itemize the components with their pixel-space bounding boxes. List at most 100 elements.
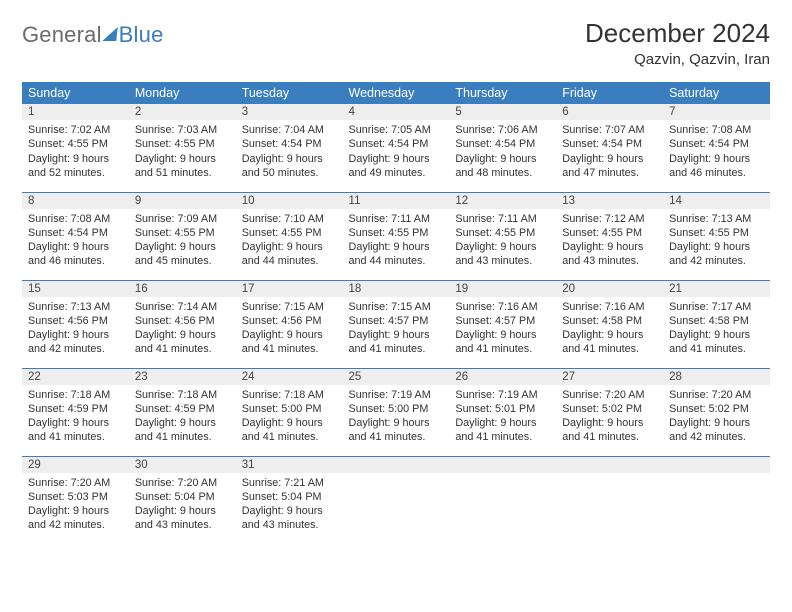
sunrise-line: Sunrise: 7:20 AM [669,388,764,402]
calendar-week-row: 29Sunrise: 7:20 AMSunset: 5:03 PMDayligh… [22,456,770,544]
day-details: Sunrise: 7:20 AMSunset: 5:02 PMDaylight:… [663,385,770,449]
sunrise-line: Sunrise: 7:19 AM [349,388,444,402]
day-number: 6 [556,104,663,120]
day-details: Sunrise: 7:18 AMSunset: 4:59 PMDaylight:… [129,385,236,449]
daylight-line: Daylight: 9 hours and 50 minutes. [242,152,337,181]
sunset-line: Sunset: 4:54 PM [349,137,444,151]
daylight-line: Daylight: 9 hours and 43 minutes. [562,240,657,269]
sunset-line: Sunset: 5:00 PM [242,402,337,416]
daylight-line: Daylight: 9 hours and 41 minutes. [455,328,550,357]
day-number: 25 [343,369,450,385]
daylight-line: Daylight: 9 hours and 41 minutes. [135,416,230,445]
sunrise-line: Sunrise: 7:11 AM [455,212,550,226]
day-details: Sunrise: 7:15 AMSunset: 4:56 PMDaylight:… [236,297,343,361]
sunset-line: Sunset: 4:57 PM [455,314,550,328]
weekday-header: Monday [129,82,236,104]
day-details: Sunrise: 7:10 AMSunset: 4:55 PMDaylight:… [236,209,343,273]
day-number [343,457,450,473]
day-details: Sunrise: 7:12 AMSunset: 4:55 PMDaylight:… [556,209,663,273]
day-number: 20 [556,281,663,297]
sunrise-line: Sunrise: 7:16 AM [562,300,657,314]
daylight-line: Daylight: 9 hours and 43 minutes. [455,240,550,269]
daylight-line: Daylight: 9 hours and 47 minutes. [562,152,657,181]
weekday-header: Sunday [22,82,129,104]
sunset-line: Sunset: 4:55 PM [349,226,444,240]
sunrise-line: Sunrise: 7:10 AM [242,212,337,226]
day-details: Sunrise: 7:18 AMSunset: 5:00 PMDaylight:… [236,385,343,449]
calendar-day-cell: 19Sunrise: 7:16 AMSunset: 4:57 PMDayligh… [449,280,556,368]
calendar-day-cell: 24Sunrise: 7:18 AMSunset: 5:00 PMDayligh… [236,368,343,456]
calendar-day-cell: 12Sunrise: 7:11 AMSunset: 4:55 PMDayligh… [449,192,556,280]
calendar-day-cell: 10Sunrise: 7:10 AMSunset: 4:55 PMDayligh… [236,192,343,280]
sunrise-line: Sunrise: 7:18 AM [242,388,337,402]
calendar-day-cell: 9Sunrise: 7:09 AMSunset: 4:55 PMDaylight… [129,192,236,280]
sunrise-line: Sunrise: 7:08 AM [669,123,764,137]
sunrise-line: Sunrise: 7:07 AM [562,123,657,137]
calendar-day-cell: 20Sunrise: 7:16 AMSunset: 4:58 PMDayligh… [556,280,663,368]
day-number: 3 [236,104,343,120]
sunrise-line: Sunrise: 7:13 AM [28,300,123,314]
sunrise-line: Sunrise: 7:02 AM [28,123,123,137]
daylight-line: Daylight: 9 hours and 42 minutes. [669,240,764,269]
daylight-line: Daylight: 9 hours and 42 minutes. [28,504,123,533]
calendar-day-cell: 4Sunrise: 7:05 AMSunset: 4:54 PMDaylight… [343,104,450,192]
calendar-day-cell: 5Sunrise: 7:06 AMSunset: 4:54 PMDaylight… [449,104,556,192]
day-details [663,473,770,480]
calendar-day-cell: 22Sunrise: 7:18 AMSunset: 4:59 PMDayligh… [22,368,129,456]
calendar-day-cell: 26Sunrise: 7:19 AMSunset: 5:01 PMDayligh… [449,368,556,456]
calendar-day-cell [343,456,450,544]
day-details: Sunrise: 7:16 AMSunset: 4:57 PMDaylight:… [449,297,556,361]
sunset-line: Sunset: 4:55 PM [242,226,337,240]
day-number: 5 [449,104,556,120]
daylight-line: Daylight: 9 hours and 42 minutes. [669,416,764,445]
day-number: 26 [449,369,556,385]
day-details: Sunrise: 7:17 AMSunset: 4:58 PMDaylight:… [663,297,770,361]
calendar-day-cell: 23Sunrise: 7:18 AMSunset: 4:59 PMDayligh… [129,368,236,456]
daylight-line: Daylight: 9 hours and 41 minutes. [349,328,444,357]
day-details: Sunrise: 7:19 AMSunset: 5:01 PMDaylight:… [449,385,556,449]
weekday-header: Thursday [449,82,556,104]
calendar-day-cell [663,456,770,544]
calendar-day-cell: 3Sunrise: 7:04 AMSunset: 4:54 PMDaylight… [236,104,343,192]
sunrise-line: Sunrise: 7:11 AM [349,212,444,226]
brand-logo: General Blue [22,18,164,48]
calendar-day-cell: 28Sunrise: 7:20 AMSunset: 5:02 PMDayligh… [663,368,770,456]
calendar-day-cell: 16Sunrise: 7:14 AMSunset: 4:56 PMDayligh… [129,280,236,368]
day-details: Sunrise: 7:03 AMSunset: 4:55 PMDaylight:… [129,120,236,184]
sunrise-line: Sunrise: 7:16 AM [455,300,550,314]
sunset-line: Sunset: 4:59 PM [28,402,123,416]
calendar-header-row: Sunday Monday Tuesday Wednesday Thursday… [22,82,770,104]
sunrise-line: Sunrise: 7:13 AM [669,212,764,226]
sunset-line: Sunset: 5:02 PM [669,402,764,416]
sunset-line: Sunset: 4:54 PM [562,137,657,151]
sunset-line: Sunset: 5:04 PM [242,490,337,504]
weekday-header: Saturday [663,82,770,104]
title-block: December 2024 Qazvin, Qazvin, Iran [585,18,770,68]
calendar-day-cell: 27Sunrise: 7:20 AMSunset: 5:02 PMDayligh… [556,368,663,456]
calendar-day-cell: 25Sunrise: 7:19 AMSunset: 5:00 PMDayligh… [343,368,450,456]
daylight-line: Daylight: 9 hours and 41 minutes. [28,416,123,445]
sunrise-line: Sunrise: 7:04 AM [242,123,337,137]
calendar-day-cell: 14Sunrise: 7:13 AMSunset: 4:55 PMDayligh… [663,192,770,280]
calendar-day-cell [449,456,556,544]
calendar-week-row: 15Sunrise: 7:13 AMSunset: 4:56 PMDayligh… [22,280,770,368]
day-number: 28 [663,369,770,385]
daylight-line: Daylight: 9 hours and 41 minutes. [562,416,657,445]
sunset-line: Sunset: 4:56 PM [135,314,230,328]
day-details: Sunrise: 7:14 AMSunset: 4:56 PMDaylight:… [129,297,236,361]
day-details [343,473,450,480]
sunset-line: Sunset: 4:55 PM [28,137,123,151]
day-number: 4 [343,104,450,120]
calendar-day-cell [556,456,663,544]
sunrise-line: Sunrise: 7:20 AM [562,388,657,402]
sunrise-line: Sunrise: 7:20 AM [28,476,123,490]
day-number: 13 [556,193,663,209]
calendar-day-cell: 1Sunrise: 7:02 AMSunset: 4:55 PMDaylight… [22,104,129,192]
daylight-line: Daylight: 9 hours and 44 minutes. [349,240,444,269]
day-number: 8 [22,193,129,209]
daylight-line: Daylight: 9 hours and 49 minutes. [349,152,444,181]
sunrise-line: Sunrise: 7:15 AM [349,300,444,314]
weekday-header: Wednesday [343,82,450,104]
day-details: Sunrise: 7:13 AMSunset: 4:56 PMDaylight:… [22,297,129,361]
triangle-icon [102,27,117,41]
